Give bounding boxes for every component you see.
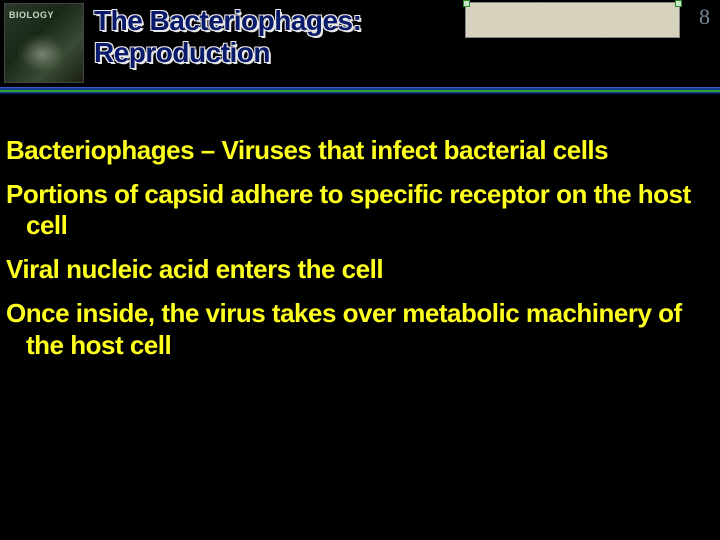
bullet-item: Viral nucleic acid enters the cell: [6, 254, 710, 286]
content-area: Bacteriophages – Viruses that infect bac…: [6, 135, 710, 373]
bullet-item: Bacteriophages – Viruses that infect bac…: [6, 135, 710, 167]
page-number: 8: [699, 4, 710, 30]
resize-handle-icon: [463, 0, 470, 7]
bullet-item: Portions of capsid adhere to specific re…: [6, 179, 710, 242]
slide-header: The Bacteriophages: Reproduction 8: [0, 0, 720, 92]
placeholder-box: [465, 2, 680, 38]
bullet-item: Once inside, the virus takes over metabo…: [6, 298, 710, 361]
resize-handle-icon: [675, 0, 682, 7]
title-line-2: Reproduction: [94, 37, 720, 69]
header-divider: [0, 87, 720, 94]
book-cover-thumbnail: [4, 3, 84, 83]
